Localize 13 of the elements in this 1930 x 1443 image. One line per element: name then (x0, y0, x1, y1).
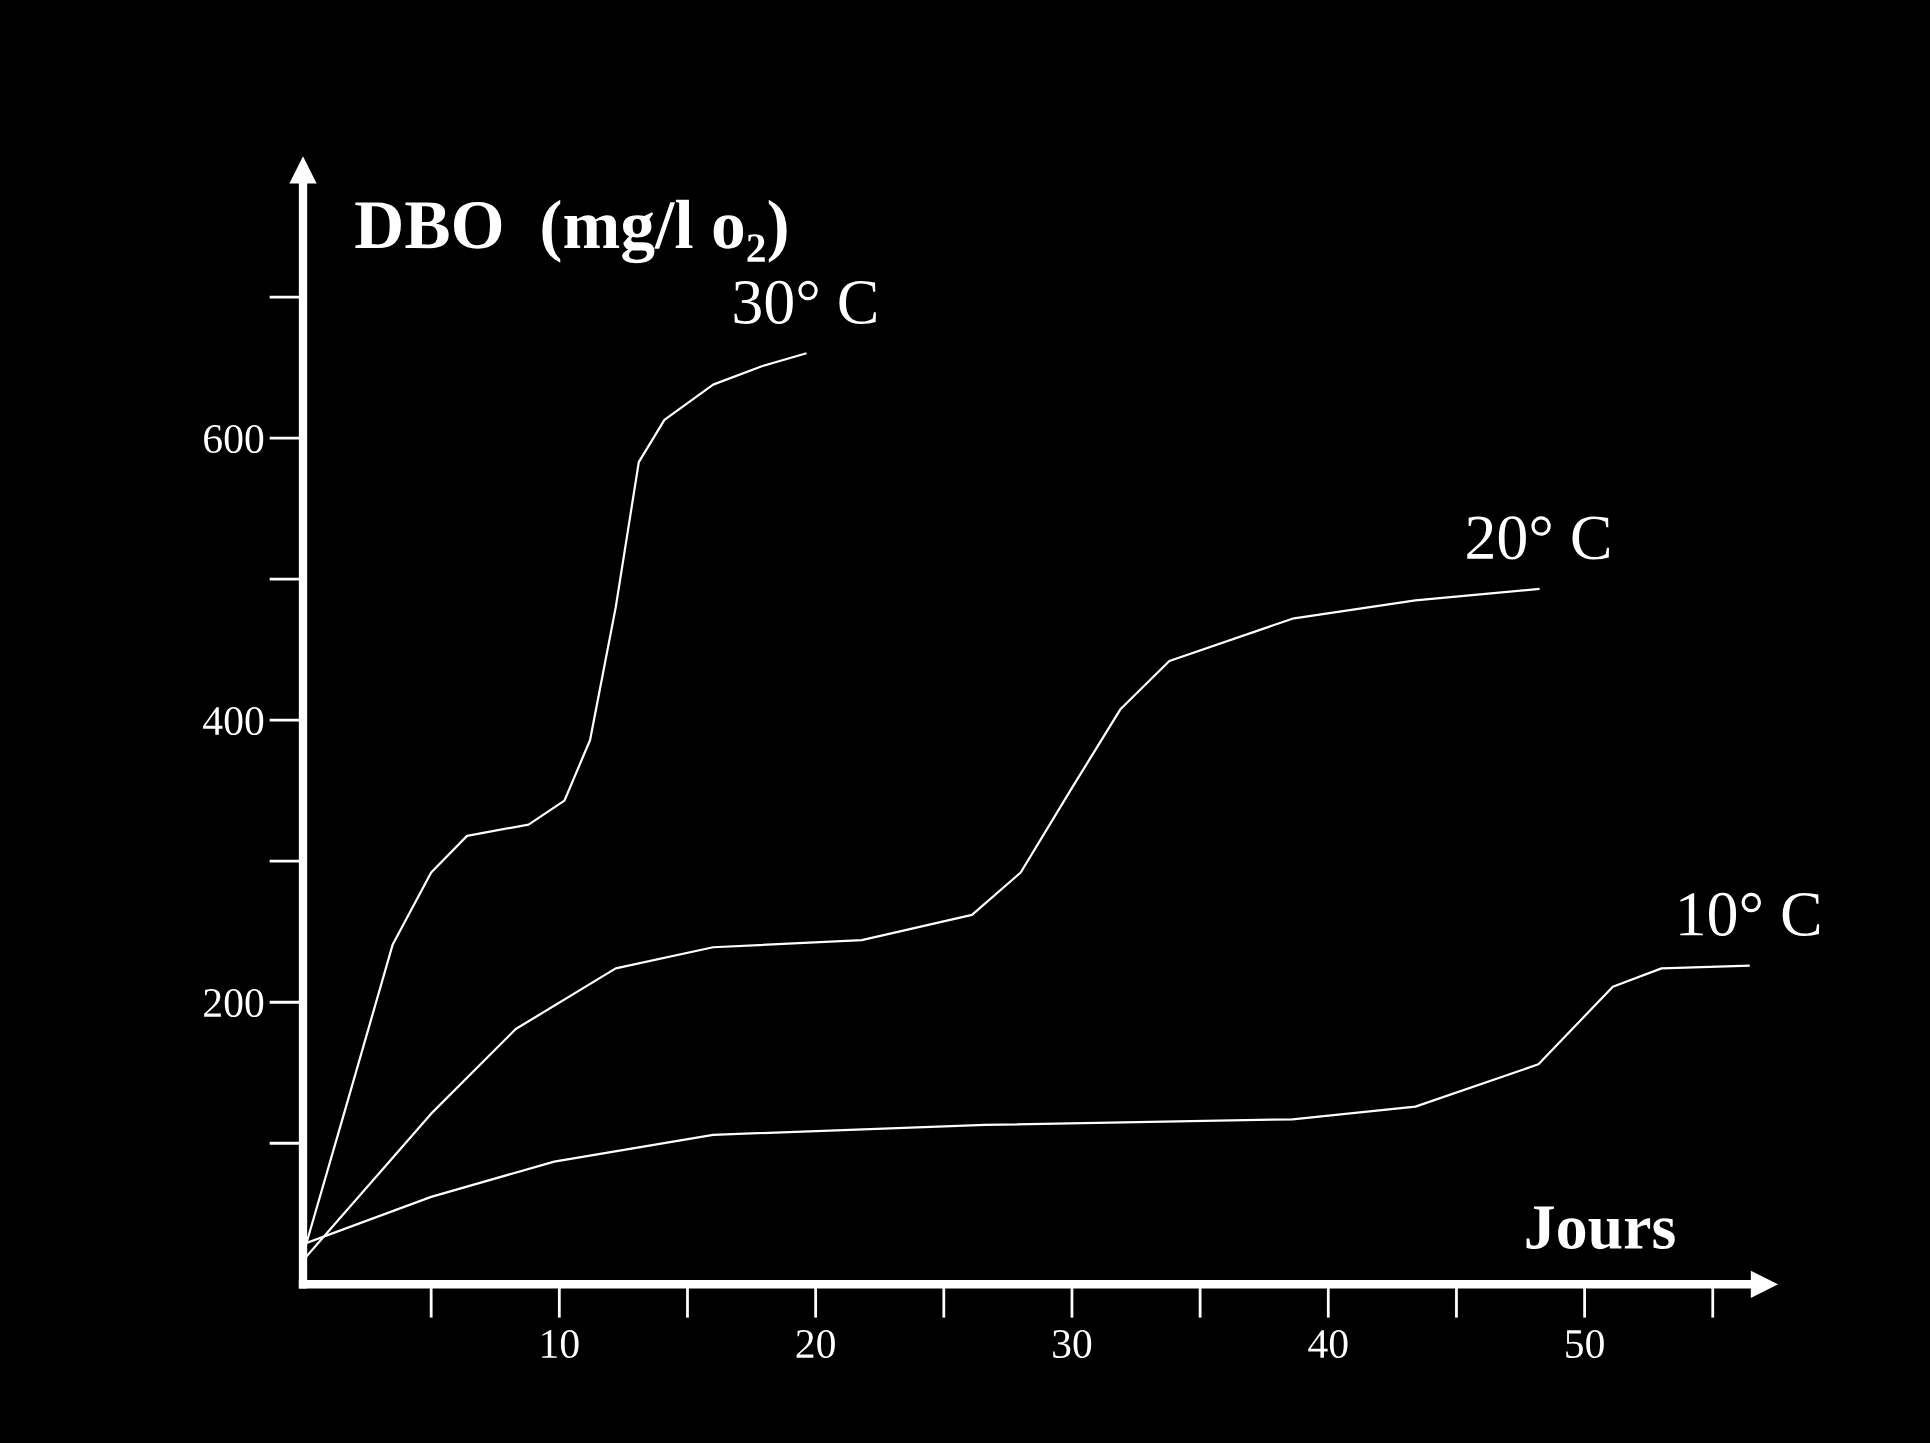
y-tick-label: 400 (203, 706, 264, 736)
x-tick-label: 30 (1053, 1329, 1092, 1359)
series-label: 20° C (1467, 516, 1609, 560)
x-axis-title: Jours (1526, 1206, 1675, 1250)
series-label: 30° C (734, 280, 876, 324)
y-tick-label: 200 (204, 988, 264, 1018)
x-tick-label: 20 (796, 1329, 835, 1359)
series-label: 10° C (1680, 892, 1820, 936)
y-axis-title: DBO (mg/l o₂) (355, 199, 787, 264)
x-tick-label: 40 (1308, 1329, 1348, 1359)
x-tick-label: 50 (1566, 1329, 1604, 1359)
y-tick-label: 600 (204, 424, 264, 454)
x-tick-label: 10 (542, 1329, 579, 1359)
